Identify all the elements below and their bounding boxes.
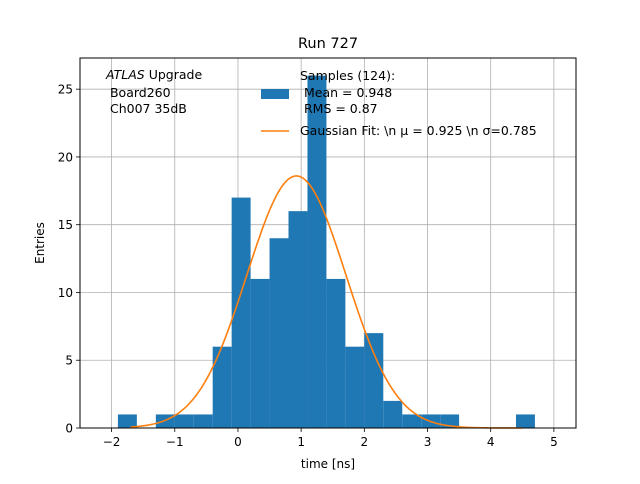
y-tick-label: 5: [65, 354, 73, 368]
x-tick-label: 5: [550, 435, 558, 449]
histogram-bar: [269, 238, 289, 428]
annotation-italic-part: ATLAS: [105, 67, 145, 82]
histogram-bar: [364, 333, 384, 428]
histogram-bar: [383, 400, 403, 428]
x-tick-label: −1: [166, 435, 184, 449]
legend: Samples (124): Mean = 0.948 RMS = 0.87 G…: [261, 68, 537, 138]
y-tick-label: 20: [58, 150, 73, 164]
histogram-bar: [231, 197, 251, 428]
legend-fit-label: Gaussian Fit: \n μ = 0.925 \n σ=0.785: [300, 123, 537, 138]
annotation-line-2: Board260: [106, 85, 171, 100]
y-axis-label: Entries: [33, 222, 47, 264]
annotation-line-3: Ch007 35dB: [106, 101, 187, 116]
histogram-bar: [345, 346, 365, 428]
plot-frame: [79, 57, 577, 429]
annotation-suffix: Upgrade: [145, 67, 203, 82]
legend-histogram-line-2: Mean = 0.948: [300, 85, 392, 100]
x-tick-label: 0: [234, 435, 242, 449]
y-tick-label: 0: [65, 422, 73, 436]
x-tick-label: −2: [103, 435, 121, 449]
histogram-bar: [174, 414, 194, 428]
histogram-bar: [250, 278, 270, 428]
histogram-bar: [212, 346, 232, 428]
chart-title: Run 727: [298, 36, 358, 52]
legend-histogram-line-3: RMS = 0.87: [300, 101, 378, 116]
x-tick-label: 1: [297, 435, 305, 449]
histogram-bar: [307, 75, 327, 428]
histogram-bar: [117, 414, 137, 428]
histogram-bars: [117, 75, 535, 428]
legend-swatch-histogram: [261, 89, 289, 99]
y-tick-label: 15: [58, 218, 73, 232]
histogram-bar: [193, 414, 213, 428]
y-tick-label: 25: [58, 83, 73, 97]
fit-curve-line: [130, 175, 523, 429]
x-axis-label: time [ns]: [301, 457, 355, 471]
x-tick-label: 4: [487, 435, 495, 449]
histogram-bar: [515, 414, 535, 428]
y-tick-label: 10: [58, 286, 73, 300]
gaussian-fit: [130, 175, 523, 429]
x-tick-label: 3: [424, 435, 432, 449]
histogram-bar: [288, 211, 308, 428]
histogram-bar: [326, 278, 346, 428]
axis-ticks: −2 −1 0 1 2 3 4 5 0 5 10 15 20 25: [58, 83, 558, 449]
atlas-annotation: ATLAS Upgrade Board260 Ch007 35dB: [105, 67, 202, 116]
legend-histogram-line-1: Samples (124):: [300, 68, 395, 83]
annotation-line-1: ATLAS Upgrade: [105, 67, 202, 82]
histogram-bar: [402, 414, 422, 428]
x-tick-label: 2: [361, 435, 369, 449]
